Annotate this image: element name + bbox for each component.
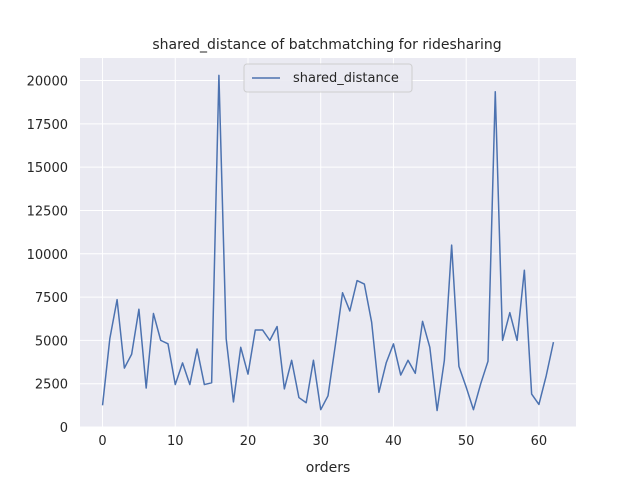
x-tick-label: 60 xyxy=(531,434,548,449)
legend-entry-shared-distance: shared_distance xyxy=(293,71,399,86)
x-tick-label: 50 xyxy=(458,434,475,449)
tick-labels: 0 10 20 30 40 50 60 0 2500 5000 7500 10000 12500 1500… xyxy=(27,75,548,449)
y-tick-label: 0 xyxy=(60,421,68,436)
x-axis-label: orders xyxy=(306,460,351,476)
y-tick-label: 17500 xyxy=(27,118,68,133)
x-tick-label: 20 xyxy=(240,434,257,449)
y-tick-label: 7500 xyxy=(35,291,68,306)
x-tick-label: 10 xyxy=(167,434,184,449)
plot-area xyxy=(80,58,576,427)
series-line-shared-distance xyxy=(101,74,555,412)
y-tick-label: 2500 xyxy=(35,378,68,393)
y-tick-label: 5000 xyxy=(35,334,68,349)
x-tick-label: 30 xyxy=(312,434,329,449)
y-tick-label: 15000 xyxy=(27,161,68,176)
series-layer xyxy=(101,74,555,412)
y-tick-label: 10000 xyxy=(27,248,68,263)
legend-box xyxy=(243,63,413,93)
legend[interactable]: shared_distance xyxy=(243,63,413,93)
chart-title: shared_distance of batchmatching for rid… xyxy=(152,37,501,53)
x-tick-label: 0 xyxy=(98,434,106,449)
y-tick-label: 20000 xyxy=(27,75,68,90)
x-tick-label: 40 xyxy=(385,434,402,449)
y-tick-label: 12500 xyxy=(27,204,68,219)
